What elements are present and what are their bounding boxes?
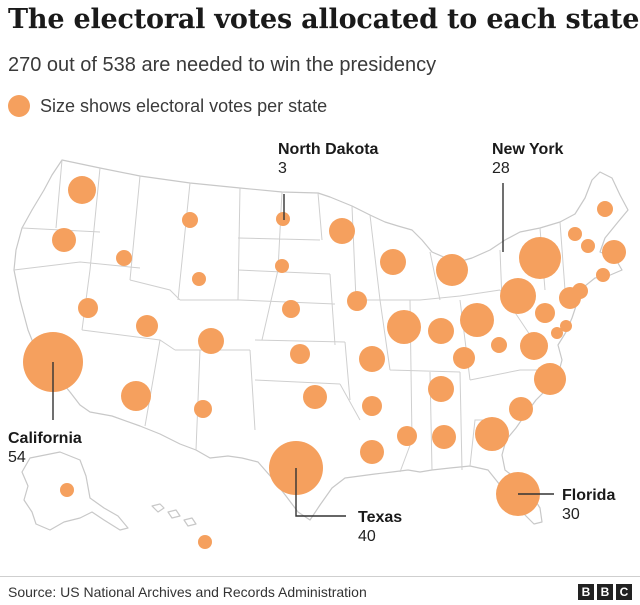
source-note: Source: US National Archives and Records… — [8, 584, 367, 600]
chart-subtitle: 270 out of 538 are needed to win the pre… — [8, 54, 437, 76]
bubble-north-carolina — [534, 363, 566, 395]
bubble-rhode-island — [596, 268, 610, 282]
label-texas-votes: 40 — [358, 528, 376, 545]
bubble-ohio — [460, 303, 494, 337]
bubble-new-york — [519, 237, 561, 279]
bubble-connecticut — [572, 283, 588, 299]
bubble-idaho — [116, 250, 132, 266]
label-texas-name: Texas — [358, 509, 403, 526]
label-new-york-name: New York — [492, 141, 564, 158]
leader-texas — [295, 468, 346, 517]
bubble-arkansas — [362, 396, 382, 416]
bubble-kansas — [290, 344, 310, 364]
bubble-virginia — [520, 332, 548, 360]
bubble-alabama — [432, 425, 456, 449]
bbc-logo-letter: B — [597, 584, 613, 600]
bubble-new-mexico — [194, 400, 212, 418]
bubble-nevada — [78, 298, 98, 318]
bubble-michigan — [436, 254, 468, 286]
bubble-minnesota — [329, 218, 355, 244]
bubble-kentucky — [453, 347, 475, 369]
bubble-oregon — [52, 228, 76, 252]
bubble-colorado — [198, 328, 224, 354]
bubble-tennessee — [428, 376, 454, 402]
alaska-outline — [21, 451, 129, 531]
hawaii-outline — [151, 503, 197, 527]
border-eastern-row — [351, 205, 566, 473]
bubble-vermont — [568, 227, 582, 241]
bubble-delaware — [560, 320, 572, 332]
us-electoral-map — [13, 159, 629, 549]
bubble-nebraska — [282, 300, 300, 318]
electoral-vote-bubbles — [23, 176, 626, 549]
legend-bubble-icon — [8, 95, 30, 117]
bubble-pennsylvania — [500, 278, 536, 314]
label-new-york: New York 28 — [492, 140, 563, 178]
size-legend: Size shows electoral votes per state — [8, 92, 327, 120]
bubble-missouri — [359, 346, 385, 372]
label-texas: Texas 40 — [358, 508, 402, 546]
bubble-massachusetts — [602, 240, 626, 264]
label-florida-name: Florida — [562, 487, 616, 504]
bubble-louisiana — [360, 440, 384, 464]
bubble-maryland — [535, 303, 555, 323]
chart-title: The electoral votes allocated to each st… — [8, 4, 640, 35]
footer-divider — [0, 576, 640, 577]
bubble-georgia — [475, 417, 509, 451]
label-california: California 54 — [8, 429, 82, 467]
bubble-new-hampshire — [581, 239, 595, 253]
state-outlines — [13, 159, 629, 531]
bubble-mississippi — [397, 426, 417, 446]
label-north-dakota: North Dakota 3 — [278, 140, 378, 178]
legend-label: Size shows electoral votes per state — [40, 95, 328, 116]
label-new-york-votes: 28 — [492, 160, 510, 177]
bubble-south-carolina — [509, 397, 533, 421]
label-leader-lines — [52, 183, 554, 517]
bubble-utah — [136, 315, 158, 337]
bbc-logo: B B C — [578, 584, 632, 600]
bubble-north-dakota — [276, 212, 290, 226]
label-california-votes: 54 — [8, 449, 26, 466]
bubble-alaska — [60, 483, 74, 497]
bubble-west-virginia — [491, 337, 507, 353]
bubble-hawaii — [198, 535, 212, 549]
label-florida: Florida 30 — [562, 486, 615, 524]
bubble-wisconsin — [380, 249, 406, 275]
bubble-oklahoma — [303, 385, 327, 409]
bubble-indiana — [428, 318, 454, 344]
bubble-illinois — [387, 310, 421, 344]
bubble-wyoming — [192, 272, 206, 286]
label-north-dakota-name: North Dakota — [278, 141, 379, 158]
label-california-name: California — [8, 430, 82, 447]
bubble-maine — [597, 201, 613, 217]
bubble-iowa — [347, 291, 367, 311]
label-florida-votes: 30 — [562, 506, 580, 523]
bbc-logo-letter: B — [578, 584, 594, 600]
bubble-arizona — [121, 381, 151, 411]
bubble-south-dakota — [275, 259, 289, 273]
bubble-dc — [551, 327, 563, 339]
bbc-logo-letter: C — [616, 584, 632, 600]
label-north-dakota-votes: 3 — [278, 160, 287, 177]
bubble-montana — [182, 212, 198, 228]
bubble-washington — [68, 176, 96, 204]
